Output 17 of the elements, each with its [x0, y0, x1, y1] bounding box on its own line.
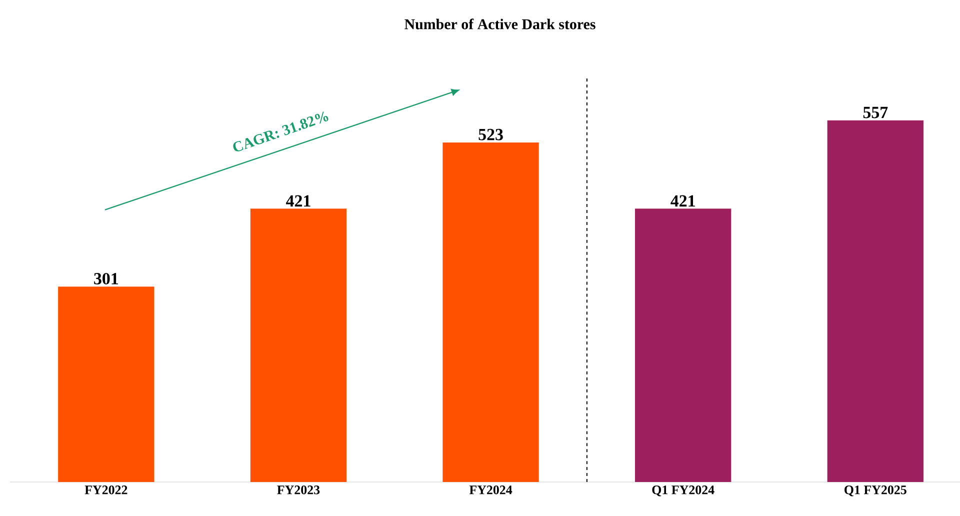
bar	[250, 208, 347, 482]
x-tick-label: FY2024	[469, 486, 512, 494]
x-tick-label: FY2022	[84, 486, 128, 494]
x-tick-label: Q1 FY2025	[844, 486, 906, 496]
data-label: 523	[478, 128, 503, 140]
data-label: 421	[286, 195, 310, 206]
data-label: 557	[863, 106, 888, 118]
bar	[58, 286, 154, 482]
bar	[827, 120, 924, 482]
bar	[635, 208, 732, 482]
chart-title: Number of Active Dark stores	[404, 18, 596, 30]
bar	[442, 142, 539, 482]
data-label: 421	[670, 195, 695, 206]
annotation: CAGR: 31.82%	[233, 112, 328, 152]
x-tick-label: FY2023	[277, 486, 320, 494]
x-tick-label: Q1 FY2024	[652, 486, 714, 496]
data-label: 301	[94, 272, 118, 284]
